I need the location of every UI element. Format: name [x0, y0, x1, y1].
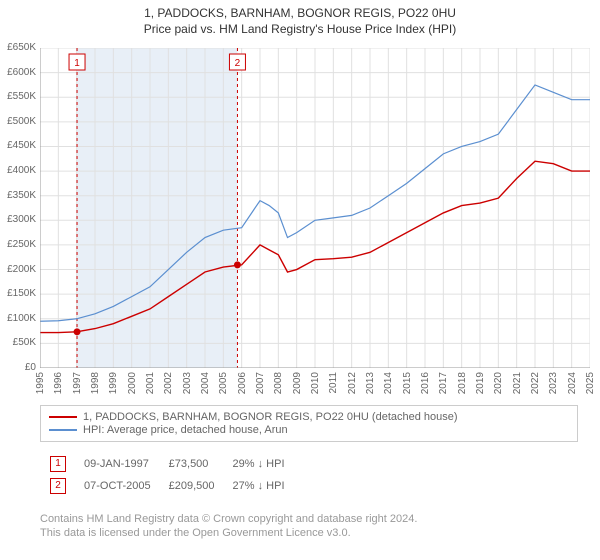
y-axis-label: £150K	[0, 288, 36, 299]
title-line-2: Price paid vs. HM Land Registry's House …	[0, 22, 600, 36]
x-axis-label: 2004	[200, 372, 211, 394]
y-axis-label: £350K	[0, 190, 36, 201]
price-chart: 12 £0£50K£100K£150K£200K£250K£300K£350K£…	[40, 48, 590, 368]
x-axis-label: 2013	[365, 372, 376, 394]
y-axis-label: £450K	[0, 140, 36, 151]
x-axis-label: 2009	[292, 372, 303, 394]
x-axis-label: 2022	[530, 372, 541, 394]
svg-text:1: 1	[74, 58, 80, 69]
x-axis-label: 2001	[145, 372, 156, 394]
x-axis-label: 1996	[53, 372, 64, 394]
y-axis-label: £300K	[0, 214, 36, 225]
y-axis-label: £50K	[0, 337, 36, 348]
x-axis-label: 2008	[273, 372, 284, 394]
legend-item-hpi: HPI: Average price, detached house, Arun	[49, 424, 569, 436]
x-axis-label: 2006	[237, 372, 248, 394]
tx-marker: 1	[50, 456, 66, 472]
x-axis-label: 2012	[347, 372, 358, 394]
tx-date: 07-OCT-2005	[76, 476, 159, 496]
legend-label: 1, PADDOCKS, BARNHAM, BOGNOR REGIS, PO22…	[83, 411, 458, 423]
y-axis-label: £550K	[0, 91, 36, 102]
legend-swatch	[49, 429, 77, 431]
x-axis-label: 2021	[512, 372, 523, 394]
x-axis-label: 2010	[310, 372, 321, 394]
x-axis-label: 2003	[182, 372, 193, 394]
x-axis-label: 1999	[108, 372, 119, 394]
x-axis-label: 2023	[548, 372, 559, 394]
x-axis-label: 1998	[90, 372, 101, 394]
x-axis-label: 2005	[218, 372, 229, 394]
tx-price: £73,500	[161, 454, 223, 474]
legend-label: HPI: Average price, detached house, Arun	[83, 424, 288, 436]
y-axis-label: £500K	[0, 116, 36, 127]
legend-swatch	[49, 416, 77, 418]
y-axis-label: £650K	[0, 42, 36, 53]
y-axis-label: £100K	[0, 313, 36, 324]
legend-item-property: 1, PADDOCKS, BARNHAM, BOGNOR REGIS, PO22…	[49, 411, 569, 423]
tx-row: 2 07-OCT-2005 £209,500 27% ↓ HPI	[42, 476, 293, 496]
y-axis-label: £200K	[0, 264, 36, 275]
footer: Contains HM Land Registry data © Crown c…	[40, 512, 417, 541]
x-axis-label: 2020	[493, 372, 504, 394]
tx-price: £209,500	[161, 476, 223, 496]
y-axis-label: £0	[0, 362, 36, 373]
tx-row: 1 09-JAN-1997 £73,500 29% ↓ HPI	[42, 454, 293, 474]
x-axis-label: 2017	[438, 372, 449, 394]
title-line-1: 1, PADDOCKS, BARNHAM, BOGNOR REGIS, PO22…	[0, 6, 600, 20]
x-axis-label: 2019	[475, 372, 486, 394]
x-axis-label: 2002	[163, 372, 174, 394]
x-axis-label: 1997	[72, 372, 83, 394]
x-axis-label: 2014	[383, 372, 394, 394]
svg-text:2: 2	[235, 58, 241, 69]
tx-date: 09-JAN-1997	[76, 454, 159, 474]
x-axis-label: 2000	[127, 372, 138, 394]
footer-line-2: This data is licensed under the Open Gov…	[40, 526, 417, 540]
x-axis-label: 2011	[328, 372, 339, 394]
x-axis-label: 2025	[585, 372, 596, 394]
tx-delta: 29% ↓ HPI	[225, 454, 293, 474]
x-axis-label: 2015	[402, 372, 413, 394]
x-axis-label: 2024	[567, 372, 578, 394]
y-axis-label: £400K	[0, 165, 36, 176]
transaction-table: 1 09-JAN-1997 £73,500 29% ↓ HPI 2 07-OCT…	[40, 452, 295, 498]
footer-line-1: Contains HM Land Registry data © Crown c…	[40, 512, 417, 526]
tx-delta: 27% ↓ HPI	[225, 476, 293, 496]
x-axis-label: 1995	[35, 372, 46, 394]
tx-marker: 2	[50, 478, 66, 494]
legend: 1, PADDOCKS, BARNHAM, BOGNOR REGIS, PO22…	[40, 405, 578, 442]
y-axis-label: £600K	[0, 67, 36, 78]
y-axis-label: £250K	[0, 239, 36, 250]
x-axis-label: 2007	[255, 372, 266, 394]
x-axis-label: 2016	[420, 372, 431, 394]
x-axis-label: 2018	[457, 372, 468, 394]
